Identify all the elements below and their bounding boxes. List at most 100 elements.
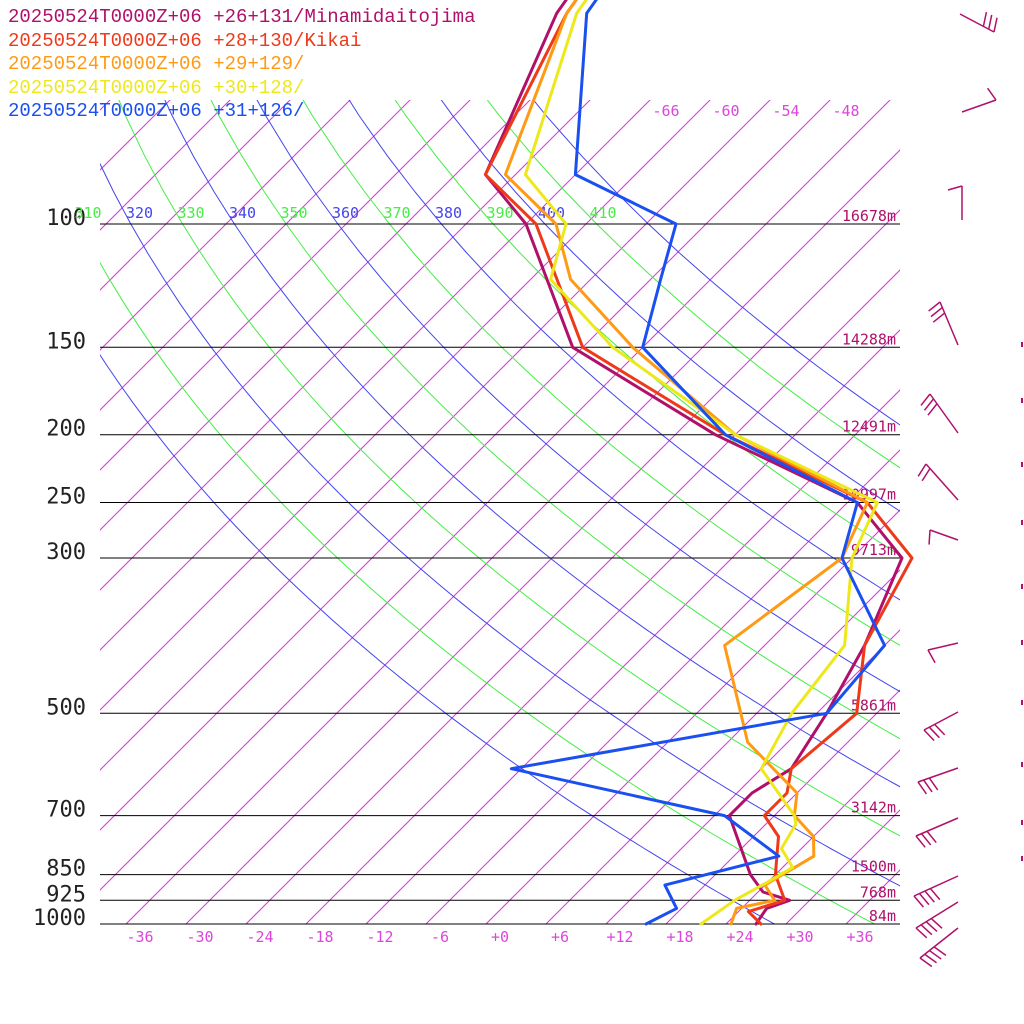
- height-label: 84m: [869, 907, 896, 925]
- pressure-label: 100: [46, 206, 86, 231]
- isotherm-line: [785, 809, 900, 924]
- theta-label: 320: [126, 204, 153, 222]
- wind-barb-flag: [928, 777, 939, 791]
- wind-barb-shaft: [915, 901, 959, 929]
- wind-barb-flag: [928, 949, 942, 960]
- wind-barb-flag: [915, 927, 928, 939]
- theta-label: 370: [383, 204, 410, 222]
- isotherm-line: [100, 100, 171, 171]
- theta-label: 310: [74, 204, 101, 222]
- isotherm-line: [100, 100, 531, 531]
- temperature-tick-label: +36: [846, 928, 873, 946]
- isotherm-line: [100, 100, 711, 711]
- height-label: 1500m: [851, 858, 896, 876]
- isobar-grid: [100, 223, 900, 925]
- wind-barb-shaft: [939, 301, 959, 346]
- axis-labels: 100 16678m 150 14288m 200 12491m 250 10997m 300 9…: [33, 102, 896, 946]
- profile-line: [503, 0, 869, 926]
- wind-barb-flag: [924, 890, 935, 903]
- temperature-tick-label: -18: [306, 928, 333, 946]
- dry-adiabat-line: [532, 100, 900, 426]
- legend-entry: 20250524T0000Z+06 +26+131/Minamidaitojim…: [8, 6, 476, 28]
- wind-barb-shaft: [915, 817, 959, 837]
- dry-adiabat-line: [348, 100, 900, 601]
- isotherm-line: [100, 100, 651, 651]
- isotherm-line: [305, 329, 900, 924]
- wind-barb-flag: [929, 888, 941, 901]
- isotherm-line: [425, 449, 900, 924]
- wind-barb-shaft: [961, 99, 997, 113]
- wind-barb-flag: [927, 649, 936, 664]
- wind-barb-flag: [919, 957, 933, 968]
- legend-entry: 20250524T0000Z+06 +28+130/Kikai: [8, 29, 362, 52]
- isotherm-line: [100, 100, 591, 591]
- isotherm-line: [966, 69, 1024, 924]
- isotherm-line: [906, 69, 1024, 924]
- wind-barb-flag: [927, 403, 938, 416]
- upper-temperature-label: -48: [832, 102, 859, 120]
- wind-barb-flag: [932, 312, 946, 323]
- temperature-tick-label: -12: [366, 928, 393, 946]
- wind-barb-partial: [1021, 856, 1023, 861]
- temperature-tick-label: -30: [186, 928, 213, 946]
- isotherm-line: [100, 100, 831, 831]
- temperature-tick-label: +6: [551, 928, 569, 946]
- isotherm-line: [245, 269, 900, 924]
- dry-adiabat-line: [302, 100, 900, 646]
- isotherm-line: [100, 100, 291, 291]
- profile-line: [483, 0, 914, 926]
- wind-barb-flag: [920, 833, 932, 846]
- theta-label: 410: [589, 204, 616, 222]
- wind-barb-flag: [918, 893, 930, 906]
- wind-barb-flag: [987, 14, 993, 30]
- wind-barb-flag: [926, 830, 937, 844]
- wind-barb-flag: [920, 924, 933, 936]
- wind-barb-flag: [921, 468, 931, 482]
- wind-barb-partial: [1021, 640, 1023, 645]
- height-label: 3142m: [851, 799, 896, 817]
- temperature-tick-label: +0: [491, 928, 509, 946]
- upper-temperature-label: -60: [712, 102, 739, 120]
- theta-label: 350: [280, 204, 307, 222]
- isotherm-line: [665, 689, 900, 924]
- isotherm-line: [100, 100, 351, 351]
- pressure-label: 1000: [33, 906, 86, 931]
- wind-barb-shaft: [929, 529, 959, 541]
- wind-barb-partial: [1021, 700, 1023, 705]
- pressure-label: 500: [46, 695, 86, 720]
- wind-barb-flag: [917, 781, 928, 795]
- wind-barb-shaft: [913, 875, 959, 897]
- profile-line: [509, 0, 887, 926]
- wind-barb-flag: [923, 779, 933, 793]
- temperature-profiles: [483, 0, 914, 926]
- wind-barb-flag: [930, 306, 943, 318]
- isotherm-line: [605, 629, 900, 924]
- isotherm-line: [485, 509, 900, 924]
- wind-barb-flag: [947, 185, 963, 191]
- pressure-label: 700: [46, 798, 86, 823]
- pressure-label: 850: [46, 857, 86, 882]
- temperature-tick-label: -24: [246, 928, 273, 946]
- isotherm-line: [100, 100, 771, 771]
- isotherm-line: [125, 149, 900, 924]
- wind-barb-partial: [1021, 584, 1023, 589]
- dry-adiabat-line: [210, 100, 900, 740]
- wind-barb-shaft: [917, 767, 959, 783]
- dry-adiabat-line: [394, 100, 900, 556]
- height-label: 12491m: [842, 418, 896, 436]
- wind-barb-partial: [1021, 520, 1023, 525]
- profile-line: [523, 0, 879, 926]
- height-label: 10997m: [842, 486, 896, 504]
- dry-adiabat-line: [164, 100, 900, 788]
- dry-adiabat-line: [256, 100, 900, 693]
- isotherm-line: [100, 100, 471, 471]
- dry-adiabat-line: [440, 100, 900, 512]
- temperature-tick-label: +18: [666, 928, 693, 946]
- wind-barb-partial: [1021, 462, 1023, 467]
- temperature-tick-label: +24: [726, 928, 753, 946]
- legend-entry: 20250524T0000Z+06 +29+129/: [8, 53, 305, 75]
- wind-barb-shaft: [925, 463, 959, 501]
- wind-barb-flag: [982, 11, 988, 27]
- legend-entry: 20250524T0000Z+06 +31+126/: [8, 100, 305, 122]
